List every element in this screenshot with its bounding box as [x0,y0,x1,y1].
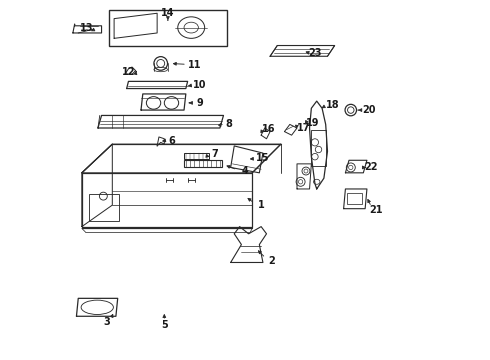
Text: 23: 23 [308,48,321,58]
Text: 10: 10 [194,80,207,90]
Text: 3: 3 [103,317,110,327]
Text: 15: 15 [256,153,270,163]
Text: 9: 9 [197,98,203,108]
Text: 21: 21 [369,206,383,216]
Text: 2: 2 [269,256,275,266]
Text: 8: 8 [225,120,232,129]
Text: 11: 11 [188,59,201,69]
Text: 22: 22 [364,162,377,172]
Text: 5: 5 [161,320,168,330]
Text: 14: 14 [161,8,174,18]
Bar [347,193,362,204]
Text: 16: 16 [262,124,275,134]
Bar [184,153,209,159]
Text: 1: 1 [258,200,265,210]
Text: 12: 12 [122,67,135,77]
Text: 13: 13 [80,23,93,33]
Text: 4: 4 [242,166,248,176]
Bar [109,10,227,45]
Bar [184,159,221,167]
Text: 19: 19 [306,118,320,128]
Text: 20: 20 [362,105,375,115]
Bar [89,194,120,221]
Text: 6: 6 [168,136,175,145]
Text: 17: 17 [297,123,311,133]
Text: 7: 7 [211,149,218,159]
Text: 18: 18 [326,100,340,110]
Bar [311,130,326,166]
